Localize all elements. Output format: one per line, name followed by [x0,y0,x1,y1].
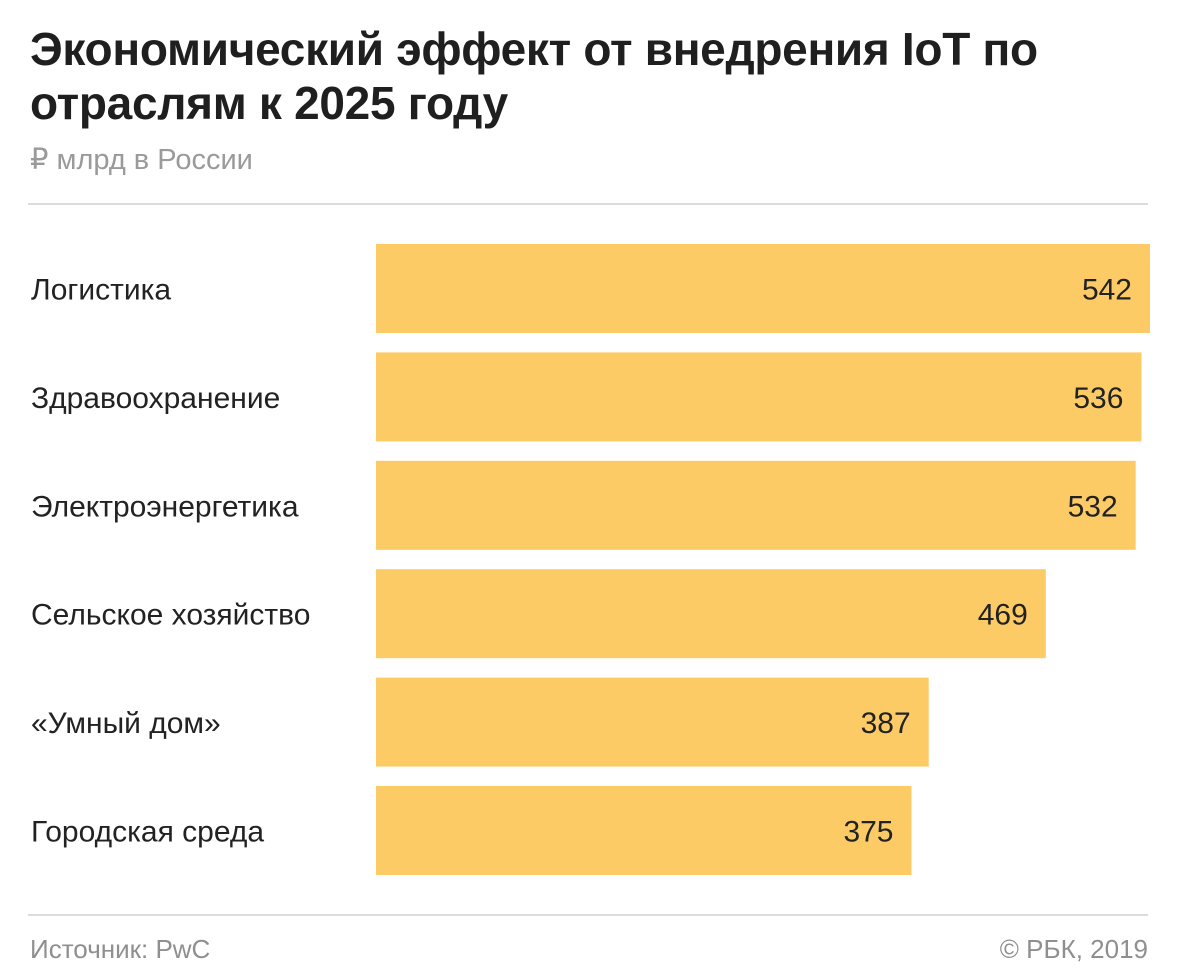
bar [376,569,1046,659]
category-label: Здравоохранение [31,382,280,415]
bar [376,677,929,767]
source-note: Источник: PwC [30,934,211,964]
bar [376,786,912,875]
bottom-divider [28,914,1148,916]
bar [376,460,1136,550]
category-label: Электроэнергетика [31,490,299,523]
value-label: 469 [978,599,1028,632]
chart-subtitle: ₽ млрд в России [30,144,253,176]
bar [376,244,1150,333]
value-label: 542 [1082,274,1132,307]
value-label: 532 [1068,490,1118,523]
category-label: Логистика [31,274,171,307]
copyright-note: © РБК, 2019 [999,934,1148,964]
value-label: 387 [861,707,911,740]
bar [376,352,1142,442]
category-label: «Умный дом» [31,707,221,740]
chart-title: Экономический эффект от внедрения IoT по… [30,23,1038,129]
value-label: 536 [1073,382,1123,415]
top-divider [28,203,1148,205]
category-label: Сельское хозяйство [31,599,310,632]
category-label: Городская среда [31,816,264,849]
value-label: 375 [843,816,893,849]
